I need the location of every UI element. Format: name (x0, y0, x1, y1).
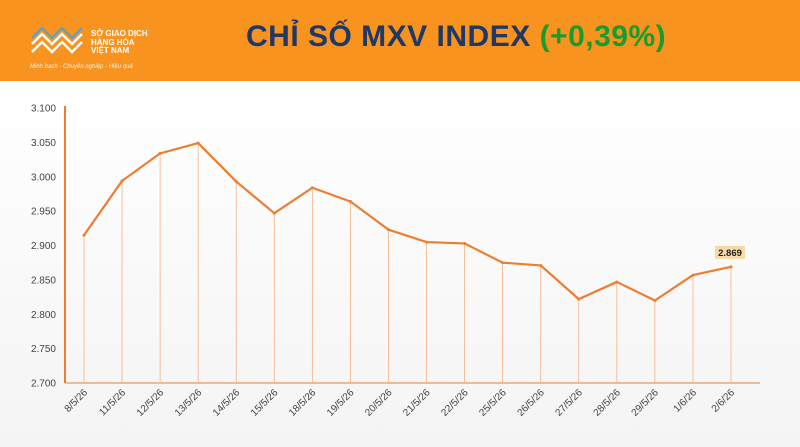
data-point (463, 241, 467, 245)
x-tick-label: 22/5/26 (439, 387, 471, 419)
data-point (386, 228, 390, 232)
x-tick-label: 13/5/26 (173, 387, 205, 419)
data-point (653, 299, 657, 302)
x-tick-label: 14/5/26 (211, 387, 243, 419)
y-tick-label: 2.750 (31, 344, 56, 355)
data-point (310, 186, 314, 190)
data-point (615, 280, 619, 284)
data-point (234, 180, 238, 184)
data-point (196, 141, 200, 145)
x-tick-label: 18/5/26 (287, 387, 319, 419)
logo-text: SỞ GIAO DỊCH HÀNG HÓA VIỆT NAM (91, 29, 148, 56)
y-tick-label: 3.100 (31, 104, 56, 115)
title-change: (+0,39%) (539, 20, 667, 53)
title-main: CHỈ SỐ MXV INDEX (246, 20, 531, 53)
y-tick-label: 3.050 (31, 138, 56, 149)
logo-line-2: HÀNG HÓA (91, 37, 135, 47)
data-point (120, 179, 124, 183)
y-tick-label: 3.000 (31, 172, 56, 183)
logo-mark-icon (31, 26, 83, 54)
last-value-label: 2.869 (718, 248, 742, 259)
data-point (729, 265, 733, 269)
x-tick-label: 8/5/26 (63, 387, 91, 415)
y-tick-label: 2.950 (31, 207, 56, 218)
y-tick-label: 2.800 (31, 310, 56, 321)
line-chart: 2.700 2.750 2.800 2.850 2.900 2.950 3.000 3.050… (31, 104, 760, 419)
data-point (158, 151, 162, 155)
data-point (577, 297, 581, 301)
x-tick-label: 1/6/26 (672, 387, 700, 415)
y-tick-label: 2.700 (31, 379, 56, 390)
logo-line-1: SỞ GIAO DỊCH (91, 29, 148, 38)
x-tick-label: 26/5/26 (515, 387, 547, 419)
y-tick-label: 2.850 (31, 275, 56, 286)
x-tick-label: 20/5/26 (363, 387, 395, 419)
x-tick-label: 11/5/26 (97, 387, 128, 418)
data-point (425, 240, 429, 244)
data-point (501, 261, 505, 265)
logo-tagline: Minh bạch - Chuyên nghiệp - Hiệu quả (30, 64, 133, 70)
data-point (691, 273, 695, 277)
x-tick-label: 19/5/26 (325, 387, 357, 419)
x-tick-label: 2/6/26 (710, 387, 738, 415)
data-point (82, 233, 86, 237)
x-tick-label: 29/5/26 (630, 387, 662, 419)
x-tick-label: 27/5/26 (554, 387, 586, 419)
last-value-label-bg (715, 245, 745, 259)
x-tick-label: 21/5/26 (401, 387, 433, 419)
data-point (272, 211, 276, 215)
chart-area: 2.700 2.750 2.800 2.850 2.900 2.950 3.000 3.050… (0, 81, 800, 447)
y-tick-label: 2.900 (31, 241, 56, 252)
x-tick-label: 15/5/26 (249, 387, 281, 419)
mxv-logo: SỞ GIAO DỊCH HÀNG HÓA VIỆT NAM Minh bạch… (28, 24, 158, 72)
x-tick-label: 12/5/26 (135, 387, 167, 419)
page-title: CHỈ SỐ MXV INDEX (+0,39%) (246, 20, 666, 54)
x-tick-label: 28/5/26 (592, 387, 624, 419)
data-point (348, 200, 352, 203)
data-point (539, 263, 543, 267)
x-tick-label: 25/5/26 (477, 387, 509, 419)
header-banner: SỞ GIAO DỊCH HÀNG HÓA VIỆT NAM Minh bạch… (0, 0, 800, 81)
logo-line-3: VIỆT NAM (91, 46, 130, 55)
series-line (83, 141, 732, 302)
